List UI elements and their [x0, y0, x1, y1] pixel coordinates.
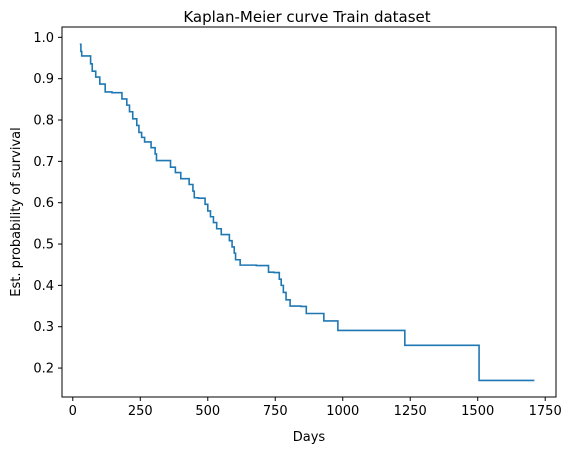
plot-area	[61, 26, 557, 398]
x-tick-label: 250	[128, 404, 153, 419]
x-tick-label: 1250	[394, 404, 427, 419]
x-tick-label: 0	[69, 404, 77, 419]
x-axis-ticks: 0 250 500 750 1000 1250 1500 1750	[69, 397, 562, 419]
y-axis-ticks: 0.2 0.3 0.4 0.5 0.6 0.7 0.8 0.9 1.0	[33, 31, 62, 377]
y-tick-label: 0.9	[33, 72, 54, 87]
axes-frame	[61, 26, 557, 398]
y-tick-label: 0.4	[33, 279, 54, 294]
survival-curve	[79, 43, 535, 382]
y-tick-label: 0.8	[33, 114, 54, 129]
x-tick-label: 1500	[461, 404, 494, 419]
y-tick-label: 0.6	[33, 196, 54, 211]
x-tick-label: 750	[263, 404, 288, 419]
y-tick-label: 0.3	[33, 320, 54, 335]
y-tick-label: 1.0	[33, 31, 54, 46]
x-tick-label: 1750	[529, 404, 562, 419]
y-tick-label: 0.7	[33, 155, 54, 170]
y-axis-label: Est. probability of survival	[9, 127, 24, 296]
x-tick-label: 1000	[326, 404, 359, 419]
x-axis-label: Days	[293, 430, 326, 445]
x-tick-label: 500	[195, 404, 220, 419]
chart-title: Kaplan-Meier curve Train dataset	[183, 8, 430, 26]
y-tick-label: 0.2	[33, 362, 54, 377]
y-tick-label: 0.5	[33, 238, 54, 253]
